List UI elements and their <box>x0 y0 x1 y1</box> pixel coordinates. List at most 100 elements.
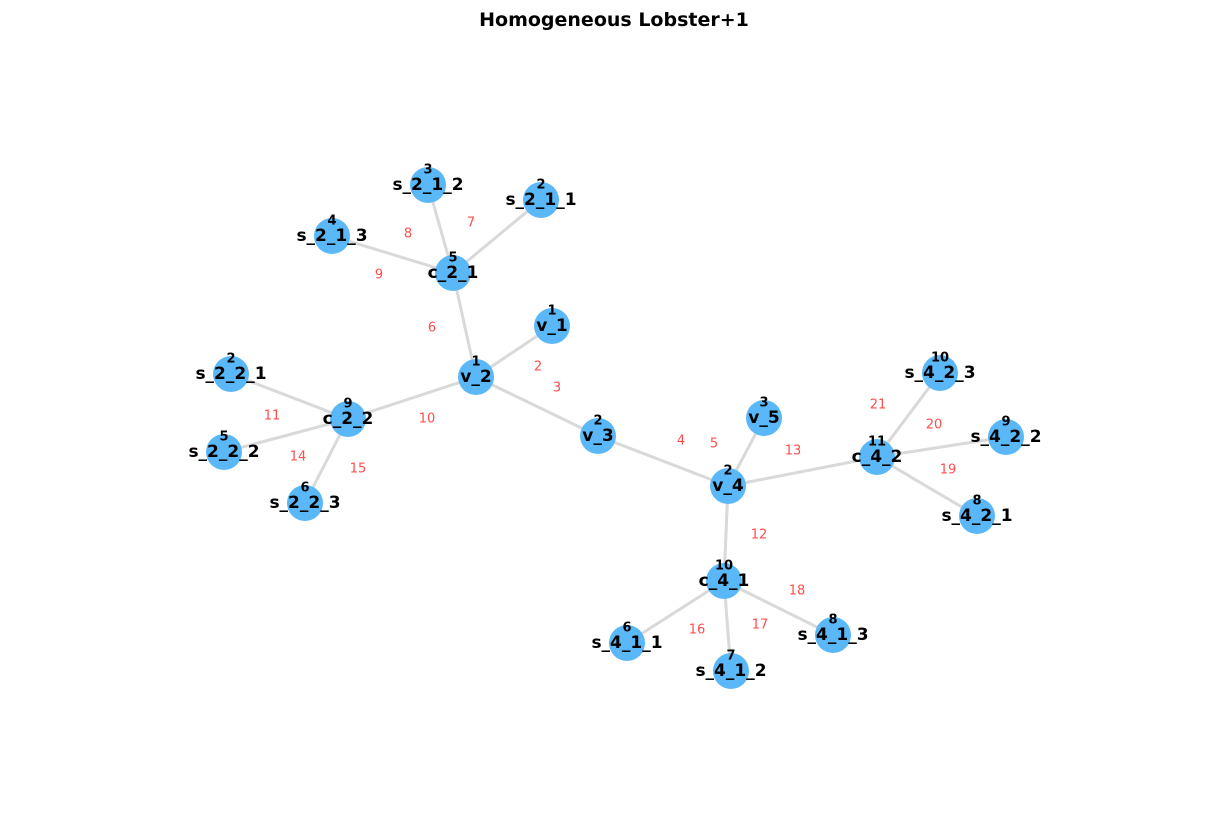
node-label: 3 <box>759 396 768 411</box>
node-circle <box>609 625 645 661</box>
node-circle <box>534 308 570 344</box>
node-s-2-2-1: s_2_2_12 <box>195 352 267 392</box>
node-name: s_4_1_2 <box>695 661 766 681</box>
node-v-3: v_32 <box>580 414 616 454</box>
edge-c_2_2-s_2_2_2 <box>223 417 349 454</box>
edge-label: 11 <box>264 409 281 424</box>
node-circle <box>314 218 350 254</box>
node-v-1: v_11 <box>534 304 570 344</box>
node-label: 8 <box>972 494 981 509</box>
edge-v_3-v_4 <box>597 434 729 488</box>
node-label: 10 <box>715 559 733 574</box>
node-s-4-1-1: s_4_1_16 <box>591 621 663 661</box>
node-name: v_2 <box>460 367 491 387</box>
node-circle <box>580 418 616 454</box>
edge-c_4_2-s_4_2_1 <box>876 455 978 518</box>
edge-label: 3 <box>553 381 561 396</box>
node-label: 6 <box>622 621 631 636</box>
node-circle <box>710 468 746 504</box>
node-s-2-1-1: s_2_1_12 <box>505 178 577 218</box>
node-s-4-2-2: s_4_2_29 <box>970 415 1042 455</box>
node-label: 1 <box>471 355 480 370</box>
node-name: c_2_1 <box>428 263 479 283</box>
node-name: s_2_1_1 <box>505 190 576 210</box>
node-label: 6 <box>300 481 309 496</box>
node-circle <box>330 401 366 437</box>
node-name: v_4 <box>712 476 744 496</box>
node-name: s_4_2_2 <box>970 427 1041 447</box>
node-s-2-2-2: s_2_2_25 <box>188 430 260 470</box>
node-label: 7 <box>726 649 735 664</box>
node-circle <box>523 182 559 218</box>
edge-label: 2 <box>534 360 542 375</box>
node-label: 2 <box>226 352 235 367</box>
node-name: s_2_1_3 <box>296 226 367 246</box>
node-name: s_2_2_2 <box>188 442 259 462</box>
node-circle <box>959 498 995 534</box>
edge-label: 20 <box>926 418 943 433</box>
node-name: c_4_1 <box>699 571 750 591</box>
node-label: 2 <box>723 464 732 479</box>
edge-label: 9 <box>375 268 383 283</box>
node-s-4-1-3: s_4_1_38 <box>797 613 869 653</box>
node-c-2-1: c_2_15 <box>428 251 479 291</box>
node-circle <box>859 439 895 475</box>
edge-v_2-c_2_2 <box>347 375 477 421</box>
node-label: 5 <box>448 251 457 266</box>
edge-label: 8 <box>404 227 412 242</box>
edge-c_2_2-s_2_2_1 <box>230 372 349 421</box>
edge-label: 13 <box>785 444 802 459</box>
edge-label: 12 <box>751 528 768 543</box>
node-name: c_2_2 <box>323 409 374 429</box>
node-circle <box>988 419 1024 455</box>
node-v-4: v_42 <box>710 464 746 504</box>
node-label: 2 <box>536 178 545 193</box>
diagram-title: Homogeneous Lobster+1 <box>479 9 749 31</box>
node-name: s_2_2_1 <box>195 364 266 384</box>
node-label: 8 <box>828 613 837 628</box>
node-s-2-1-3: s_2_1_34 <box>296 214 368 254</box>
node-s-4-2-1: s_4_2_18 <box>941 494 1013 534</box>
edge-v_4-c_4_2 <box>727 455 878 488</box>
edge-label: 19 <box>940 463 957 478</box>
node-name: c_4_2 <box>852 447 903 467</box>
node-name: s_4_1_3 <box>797 625 868 645</box>
node-name: s_4_2_1 <box>941 506 1012 526</box>
edge-label: 15 <box>350 462 367 477</box>
node-name: v_1 <box>536 316 567 336</box>
node-label: 9 <box>343 397 352 412</box>
edge-label: 6 <box>428 321 436 336</box>
edge-label: 5 <box>710 437 718 452</box>
node-label: 9 <box>1001 415 1010 430</box>
node-circle <box>206 434 242 470</box>
node-circle <box>746 400 782 436</box>
node-circle <box>922 355 958 391</box>
node-s-4-1-2: s_4_1_27 <box>695 649 767 689</box>
node-label: 3 <box>423 163 432 178</box>
node-v-5: v_53 <box>746 396 782 436</box>
node-circle <box>713 653 749 689</box>
node-label: 11 <box>868 435 886 450</box>
node-c-4-2: c_4_211 <box>852 435 903 475</box>
node-label: 2 <box>593 414 602 429</box>
edge-label: 7 <box>467 216 475 231</box>
nodes-layer: v_11v_21v_32v_42v_53c_2_15c_2_29c_4_110c… <box>188 163 1042 689</box>
edge-c_2_1-s_2_1_3 <box>331 234 454 275</box>
node-s-2-1-2: s_2_1_23 <box>392 163 464 203</box>
node-label: 10 <box>931 351 949 366</box>
node-circle <box>706 563 742 599</box>
node-name: v_5 <box>748 408 779 428</box>
node-c-4-1: c_4_110 <box>699 559 750 599</box>
node-s-2-2-3: s_2_2_36 <box>269 481 341 521</box>
edge-c_4_2-s_4_2_2 <box>876 435 1007 459</box>
node-v-2: v_21 <box>458 355 494 395</box>
node-label: 4 <box>327 214 336 229</box>
node-circle <box>410 167 446 203</box>
node-c-2-2: c_2_29 <box>323 397 374 437</box>
edge-v_2-v_3 <box>475 375 599 438</box>
node-circle <box>287 485 323 521</box>
edge-c_4_1-s_4_1_3 <box>723 579 834 637</box>
edge-label: 14 <box>290 450 307 465</box>
